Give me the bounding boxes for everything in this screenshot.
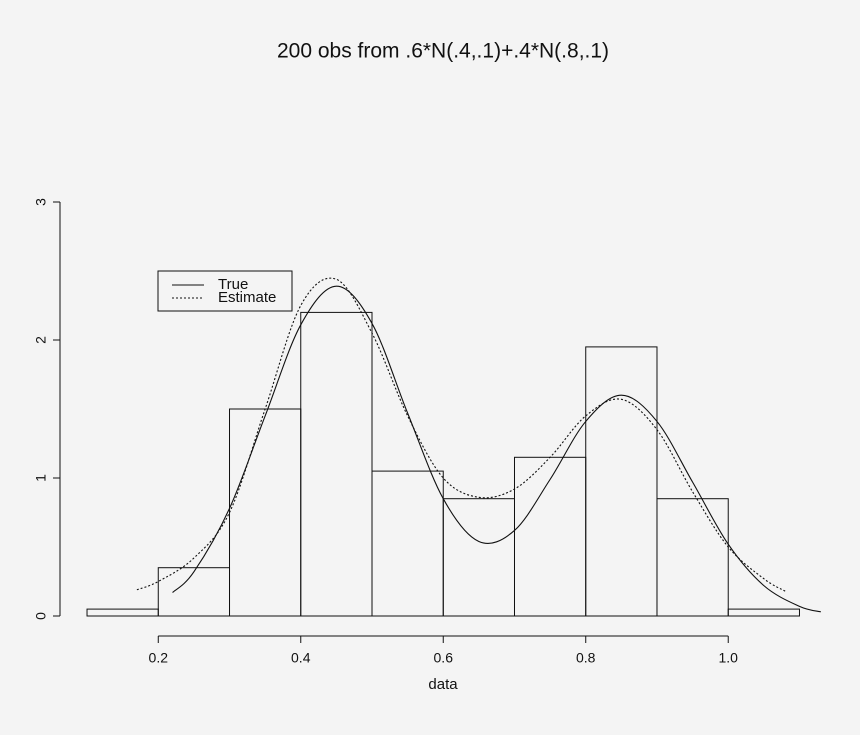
density-line xyxy=(172,285,821,613)
chart-title: 200 obs from .6*N(.4,.1)+.4*N(.8,.1) xyxy=(277,40,609,63)
histogram-bar xyxy=(86,608,159,617)
histogram-bar xyxy=(157,567,231,617)
histogram-bar xyxy=(727,608,800,617)
histogram-bar xyxy=(371,470,444,617)
x-tick-label: 0.4 xyxy=(291,650,311,666)
legend-label: Estimate xyxy=(218,289,276,306)
x-axis-label: data xyxy=(428,676,458,693)
legend-box xyxy=(157,270,293,312)
x-tick-label: 1.0 xyxy=(718,650,738,666)
legend-label: True xyxy=(218,276,248,293)
histogram-bar xyxy=(229,408,302,617)
x-tick-label: 0.6 xyxy=(434,650,454,666)
density-line xyxy=(136,277,786,592)
y-tick-label: 2 xyxy=(33,336,49,344)
histogram-bar xyxy=(300,311,373,617)
histogram-bar xyxy=(656,498,729,617)
x-tick-label: 0.2 xyxy=(149,650,169,666)
y-tick-label: 0 xyxy=(33,612,49,620)
y-tick-label: 1 xyxy=(33,474,49,482)
x-tick-label: 0.8 xyxy=(576,650,596,666)
histogram-bar xyxy=(513,456,587,617)
histogram-bar xyxy=(585,346,658,617)
y-tick-label: 3 xyxy=(33,198,49,206)
